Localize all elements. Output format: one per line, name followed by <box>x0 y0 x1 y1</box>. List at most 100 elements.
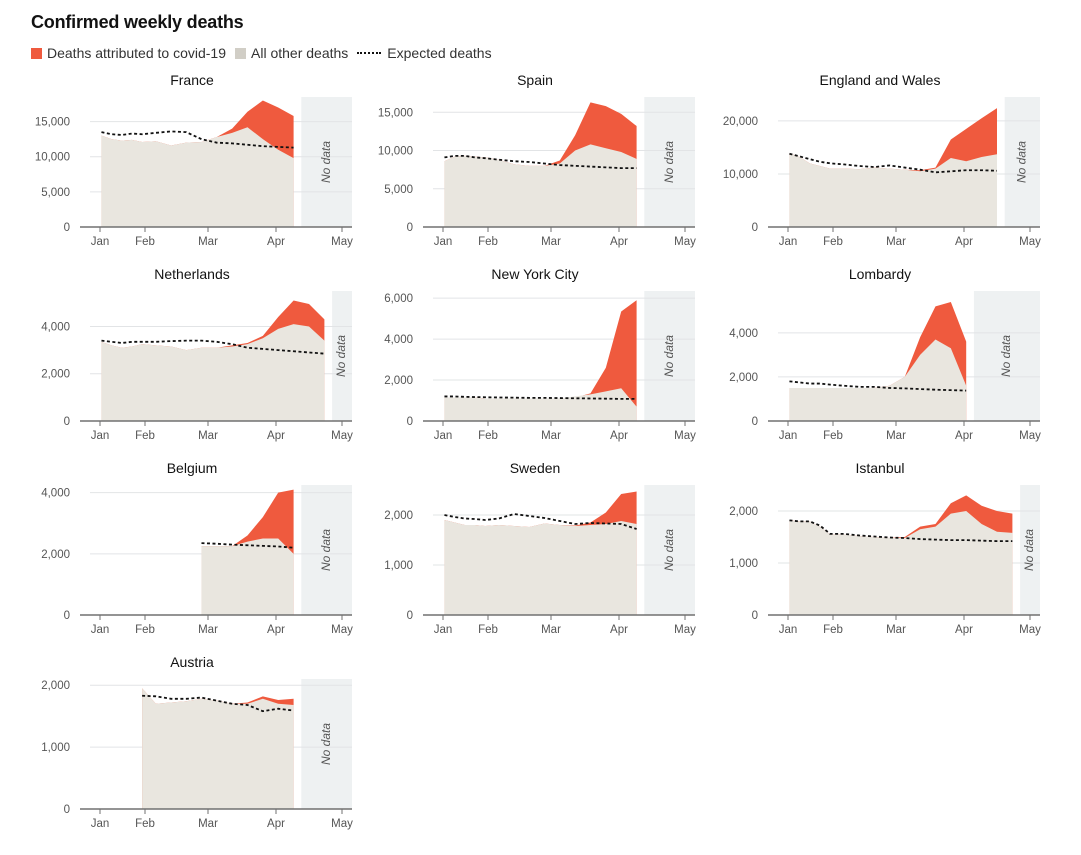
y-tick-label: 4,000 <box>384 334 413 346</box>
y-tick-label: 2,000 <box>41 680 70 692</box>
no-data-band <box>1004 97 1040 227</box>
x-tick-label: May <box>1019 236 1041 248</box>
expected-deaths-line <box>444 513 637 530</box>
y-tick-label: 1,000 <box>729 558 758 570</box>
y-tick-label: 2,000 <box>384 510 413 522</box>
y-tick-label: 0 <box>407 416 413 428</box>
y-tick-label: 0 <box>64 416 70 428</box>
chart-title: England and Wales <box>820 72 941 88</box>
x-tick-label: Mar <box>198 236 218 248</box>
legend-item-other: All other deaths <box>235 45 348 61</box>
y-tick-label: 2,000 <box>729 372 758 384</box>
no-data-label: No data <box>319 529 333 571</box>
y-tick-label: 0 <box>64 804 70 816</box>
no-data-label: No data <box>319 141 333 183</box>
expected-deaths-line <box>789 152 998 174</box>
x-tick-label: May <box>331 236 353 248</box>
chart-title: New York City <box>491 266 578 282</box>
no-data-label: No data <box>662 529 676 571</box>
x-tick-label: Jan <box>91 430 110 442</box>
x-tick-label: Apr <box>267 624 285 636</box>
expected-deaths-line <box>789 380 967 392</box>
y-tick-label: 2,000 <box>729 506 758 518</box>
x-tick-label: May <box>331 818 353 830</box>
chart-panel-sweden: Sweden 0 1,000 2,000 No data Jan Feb Mar Apr May <box>384 460 696 636</box>
chart-title: Netherlands <box>154 266 230 282</box>
y-tick-label: 5,000 <box>384 184 413 196</box>
expected-deaths-line <box>201 542 294 549</box>
chart-panel-netherlands: Netherlands 0 2,000 4,000 No data Jan Feb Mar Ap… <box>41 266 353 442</box>
no-data-label: No data <box>999 335 1013 377</box>
x-tick-label: May <box>331 430 353 442</box>
no-data-label: No data <box>334 335 348 377</box>
chart-panel-spain: Spain 0 5,000 10,000 15,000 No data Jan Feb Mar A… <box>378 72 696 248</box>
x-tick-label: Apr <box>610 624 628 636</box>
no-data-label: No data <box>1022 529 1036 571</box>
y-tick-label: 4,000 <box>41 488 70 500</box>
chart-panel-england-and-wales: England and Wales 0 10,000 20,000 No data Jan… <box>723 72 1041 248</box>
y-tick-label: 0 <box>407 610 413 622</box>
x-tick-label: Mar <box>198 430 218 442</box>
x-tick-label: Jan <box>434 624 453 636</box>
y-tick-label: 6,000 <box>384 293 413 305</box>
x-tick-label: Apr <box>267 818 285 830</box>
no-data-label: No data <box>1015 141 1029 183</box>
y-tick-label: 10,000 <box>378 146 413 158</box>
chart-panel-lombardy: Lombardy 0 2,000 4,000 No data Jan Feb Mar Apr Ma… <box>729 266 1041 442</box>
y-tick-label: 1,000 <box>384 560 413 572</box>
y-tick-label: 15,000 <box>35 117 70 129</box>
other-deaths-area <box>444 144 637 227</box>
x-tick-label: Apr <box>610 430 628 442</box>
expected-deaths-line <box>444 395 637 400</box>
no-data-band <box>301 679 352 809</box>
x-tick-label: Mar <box>886 236 906 248</box>
x-tick-label: Mar <box>198 624 218 636</box>
y-tick-label: 10,000 <box>35 152 70 164</box>
chart-panel-new-york-city: New York City 0 2,000 4,000 6,000 No data Jan F… <box>384 266 696 442</box>
no-data-label: No data <box>662 335 676 377</box>
y-tick-label: 10,000 <box>723 169 758 181</box>
legend-swatch-expected-dotted-line <box>357 52 382 54</box>
chart-panel-belgium: Belgium 0 2,000 4,000 No data Jan Feb Mar Apr May <box>41 460 353 636</box>
no-data-label: No data <box>662 141 676 183</box>
y-tick-label: 2,000 <box>41 549 70 561</box>
x-tick-label: Feb <box>135 430 155 442</box>
x-tick-label: May <box>1019 430 1041 442</box>
x-tick-label: May <box>674 624 696 636</box>
chart-title: Austria <box>170 654 214 670</box>
x-tick-label: Feb <box>823 430 843 442</box>
no-data-band <box>332 291 352 421</box>
x-tick-label: Jan <box>779 236 798 248</box>
x-tick-label: Jan <box>91 236 110 248</box>
x-tick-label: Mar <box>541 236 561 248</box>
no-data-band <box>301 485 352 615</box>
x-tick-label: Apr <box>267 236 285 248</box>
no-data-band <box>644 97 695 227</box>
no-data-band <box>973 291 1040 421</box>
expected-deaths-line <box>101 339 325 355</box>
chart-title: France <box>170 72 214 88</box>
y-tick-label: 0 <box>752 416 758 428</box>
x-tick-label: Feb <box>823 236 843 248</box>
other-deaths-area <box>101 324 325 421</box>
x-tick-label: Feb <box>478 624 498 636</box>
legend-item-expected: Expected deaths <box>357 45 492 61</box>
x-tick-label: Mar <box>541 430 561 442</box>
x-tick-label: Apr <box>955 430 973 442</box>
x-tick-label: Apr <box>955 236 973 248</box>
y-tick-label: 4,000 <box>729 328 758 340</box>
y-tick-label: 0 <box>407 222 413 234</box>
x-tick-label: May <box>331 624 353 636</box>
chart-title: Spain <box>517 72 553 88</box>
no-data-band <box>301 97 352 227</box>
legend-swatch-other <box>235 47 246 59</box>
other-deaths-area <box>789 153 997 227</box>
x-tick-label: Mar <box>198 818 218 830</box>
chart-title: Sweden <box>510 460 561 476</box>
other-deaths-area <box>444 520 637 615</box>
y-tick-label: 0 <box>752 222 758 234</box>
no-data-label: No data <box>319 723 333 765</box>
chart-panel-france: France 0 5,000 10,000 15,000 No data Jan Feb Mar… <box>35 72 353 248</box>
no-data-band <box>644 485 695 615</box>
